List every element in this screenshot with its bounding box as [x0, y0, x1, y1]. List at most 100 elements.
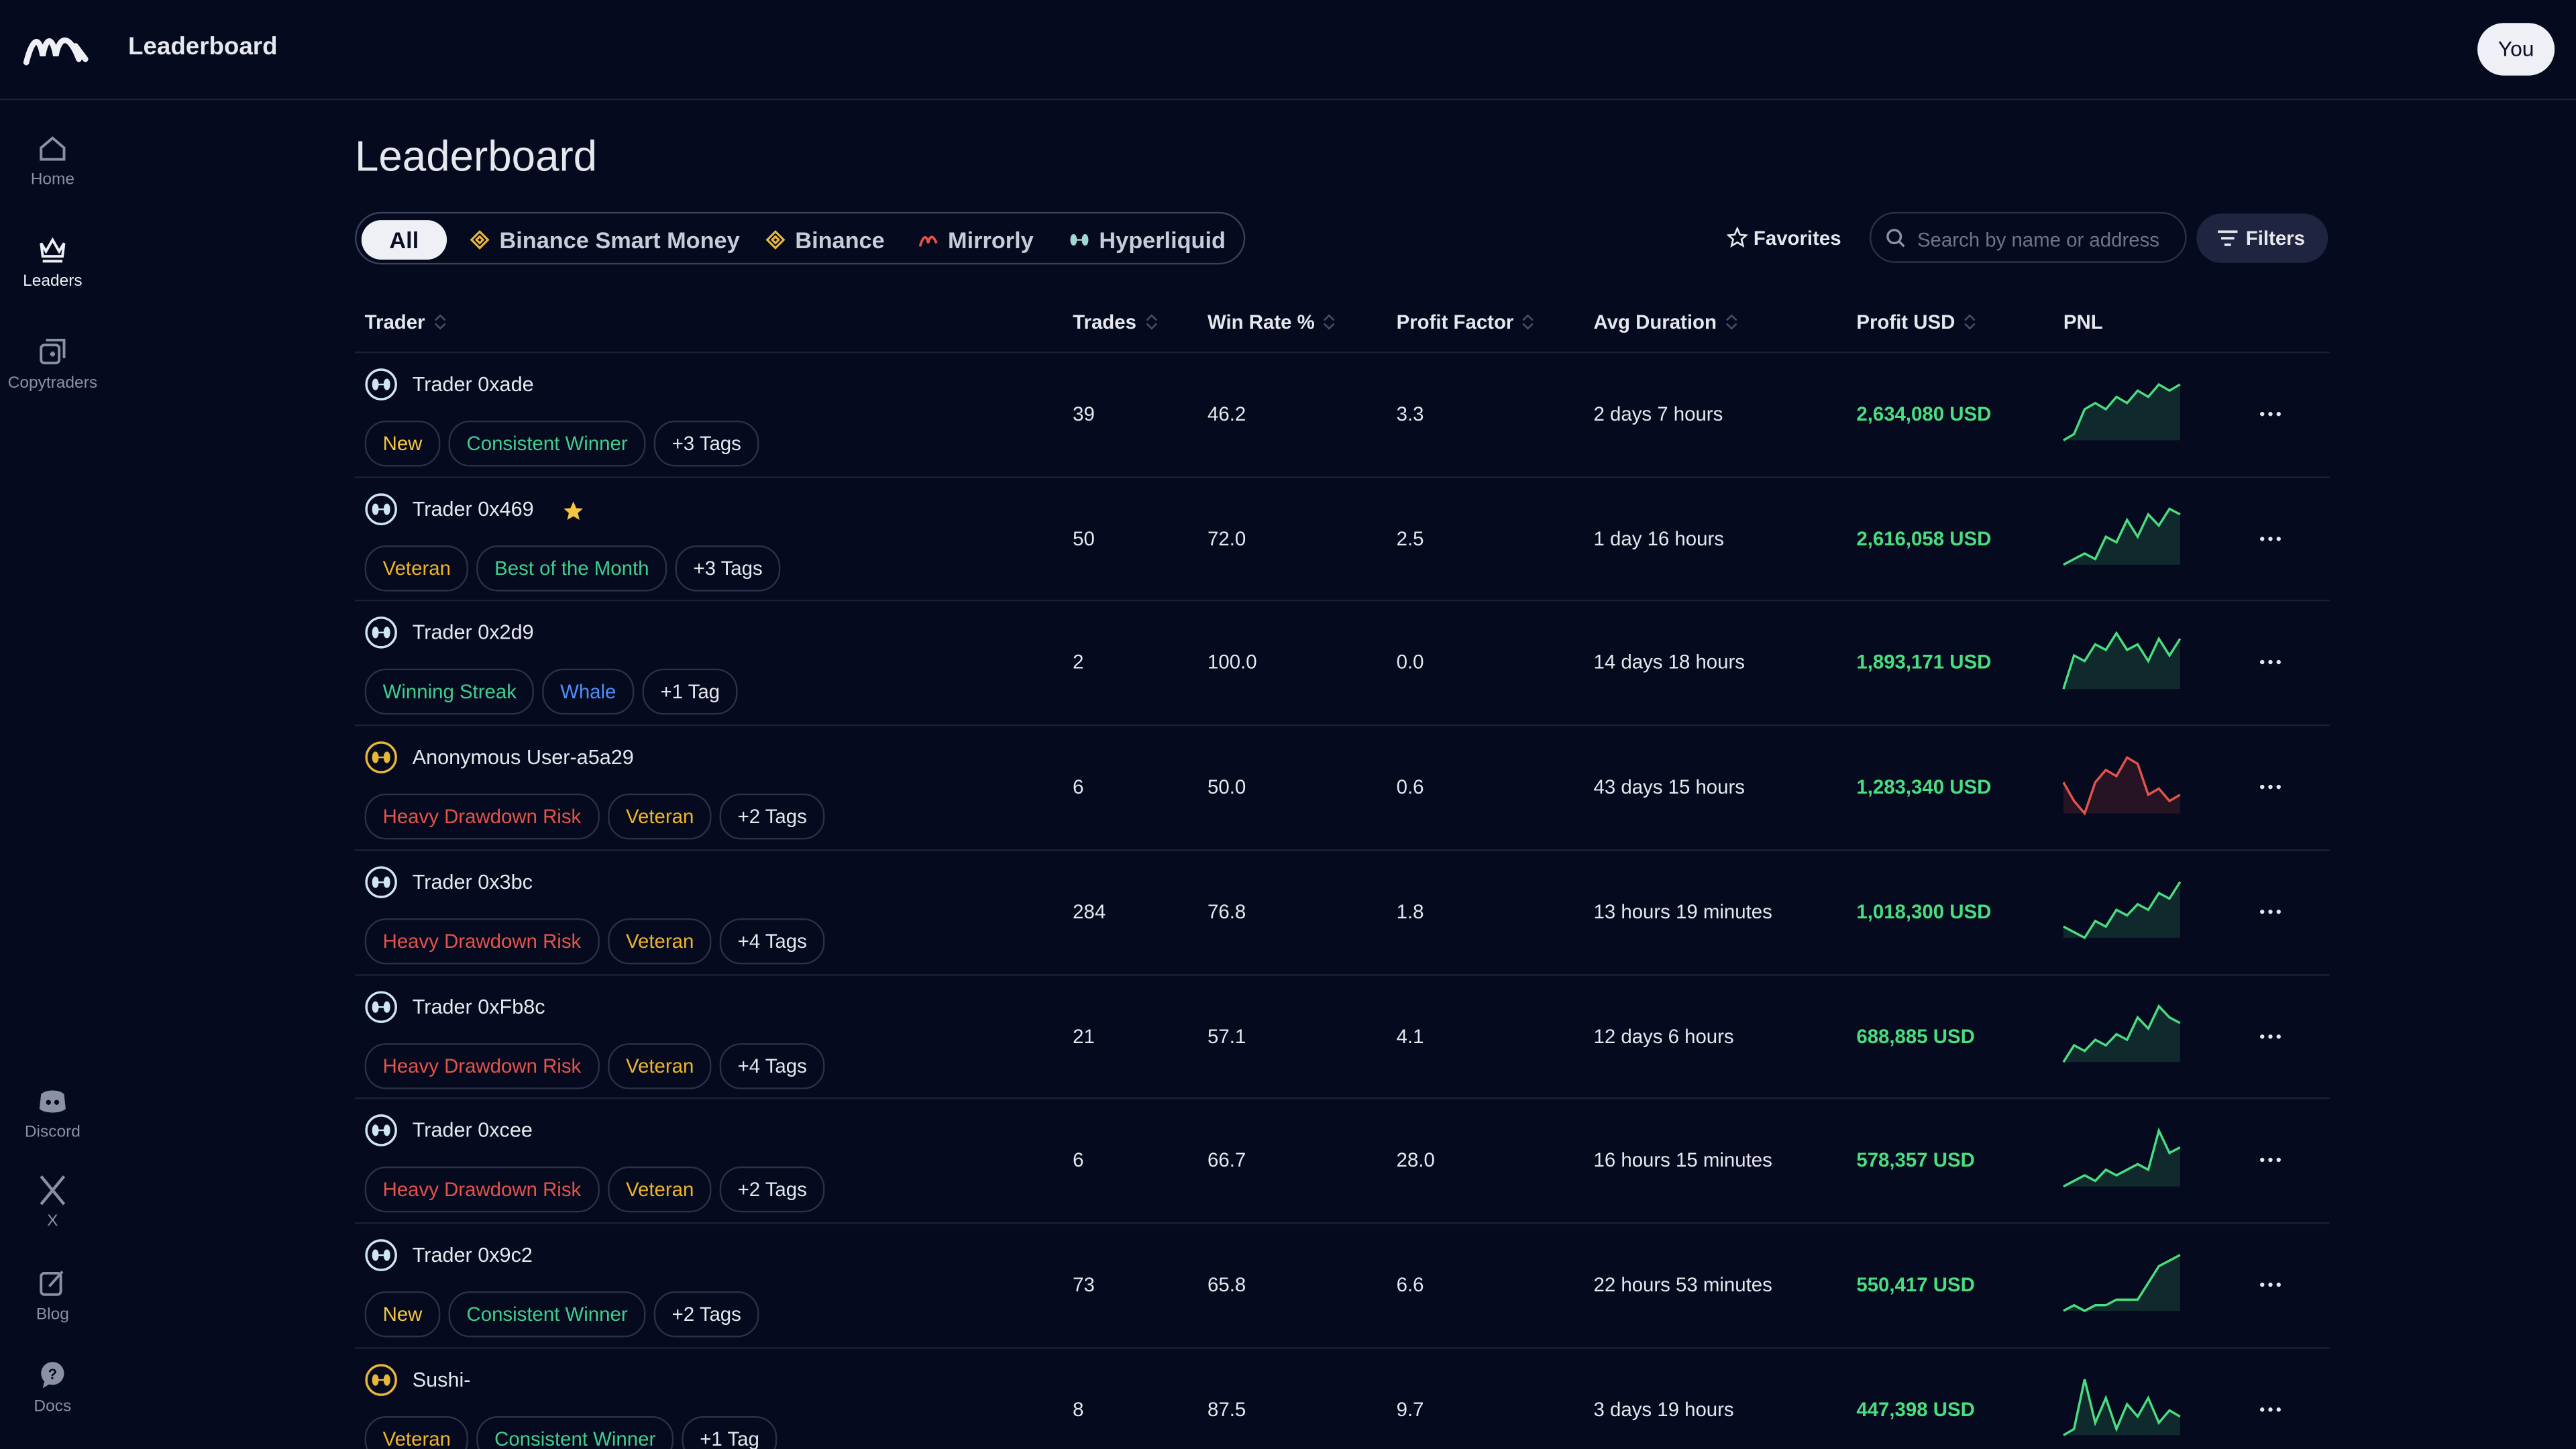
sidebar-item[interactable]: Leaders [0, 233, 105, 290]
tag: +4 Tags [719, 918, 825, 965]
filters-button[interactable]: Filters [2196, 213, 2328, 263]
tag: +4 Tags [719, 1042, 825, 1089]
sidebar-icon: ? [41, 1362, 64, 1389]
trader-name[interactable]: Anonymous User-a5a29 [412, 746, 634, 769]
profit-usd: 1,893,171 USD [1856, 651, 1992, 675]
profit-factor: 0.0 [1396, 651, 1424, 675]
row-menu[interactable] [2259, 659, 2282, 666]
tag: Whale [542, 669, 635, 716]
profit-usd: 1,283,340 USD [1856, 775, 1992, 799]
win-rate: 87.5 [1208, 1397, 1246, 1421]
source-tab[interactable]: All [361, 220, 447, 260]
trades: 21 [1073, 1024, 1095, 1048]
column-header[interactable]: Profit USD [1856, 311, 1976, 333]
tag-label: +2 Tags [737, 805, 807, 828]
column-label: Trader [364, 310, 425, 334]
sidebar-item[interactable]: Home [0, 131, 105, 189]
row-menu[interactable] [2259, 1157, 2282, 1164]
tag-label: +1 Tag [700, 1427, 759, 1449]
avg-duration: 1 day 16 hours [1593, 527, 1724, 550]
row-menu[interactable] [2259, 411, 2282, 417]
sidebar-item[interactable]: Discord [0, 1084, 105, 1142]
trader-avatar [365, 741, 397, 773]
row-menu[interactable] [2259, 535, 2282, 542]
trader-name[interactable]: Trader 0xFb8c [412, 994, 545, 1018]
top-bar: Leaderboard You [0, 0, 2576, 101]
column-header[interactable]: Trades [1073, 311, 1158, 333]
pnl-area [2063, 633, 2180, 690]
column-label: Profit USD [1856, 310, 1955, 334]
sidebar-item[interactable]: Copytraders [0, 335, 105, 392]
row-menu[interactable] [2259, 1281, 2282, 1288]
pnl-area [2063, 508, 2180, 565]
win-rate: 66.7 [1208, 1148, 1246, 1172]
column-header[interactable]: Avg Duration [1594, 311, 1738, 333]
profit-usd: 1,018,300 USD [1856, 900, 1992, 923]
user-button[interactable]: You [2477, 23, 2555, 76]
profit-factor: 0.6 [1396, 775, 1424, 799]
source-tab[interactable]: Mirrorly [918, 220, 1034, 260]
sidebar-item[interactable]: X [0, 1173, 105, 1230]
tag-label: Veteran [626, 929, 694, 953]
sidebar-icon [40, 1175, 66, 1205]
tag: Winning Streak [364, 669, 535, 716]
profit-factor: 28.0 [1396, 1148, 1435, 1172]
column-header[interactable]: Profit Factor [1397, 311, 1536, 333]
tag: Veteran [608, 794, 712, 840]
trader-name[interactable]: Trader 0xcee [412, 1119, 533, 1142]
sidebar-item[interactable]: ? Docs [0, 1358, 105, 1416]
tag-label: Best of the Month [494, 556, 649, 580]
pnl-line [2063, 1379, 2181, 1436]
trader-name[interactable]: Trader 0x3bc [412, 870, 533, 894]
pnl-line [2062, 631, 2182, 690]
tab-label: All [389, 226, 419, 254]
row-divider [354, 724, 2330, 727]
tag: Heavy Drawdown Risk [364, 1167, 600, 1213]
win-rate: 100.0 [1208, 651, 1257, 675]
trades: 8 [1073, 1397, 1084, 1421]
trader-avatar [365, 1114, 397, 1147]
sidebar-icon [40, 1271, 64, 1296]
profit-usd: 2,616,058 USD [1856, 527, 1992, 550]
sort-icon [1324, 314, 1336, 330]
trader-name[interactable]: Sushi- [412, 1368, 471, 1391]
trader-avatar [365, 1238, 397, 1271]
row-menu[interactable] [2259, 1032, 2282, 1039]
row-menu[interactable] [2259, 1405, 2282, 1412]
profit-factor: 3.3 [1396, 402, 1424, 426]
source-tab[interactable]: Binance Smart Money [470, 220, 740, 260]
search-box[interactable]: Search by name or address [1869, 211, 2187, 263]
tag-label: New [382, 432, 423, 455]
search-icon [1886, 229, 1905, 248]
tab-icon [470, 230, 490, 250]
tag: Consistent Winner [448, 1291, 646, 1338]
trader-name[interactable]: Trader 0x2d9 [412, 621, 534, 645]
trader-name[interactable]: Trader 0xade [412, 372, 534, 396]
page-title: Leaderboard [354, 131, 598, 181]
source-tab[interactable]: Hyperliquid [1069, 220, 1226, 260]
trader-avatar [365, 492, 397, 525]
avg-duration: 12 days 6 hours [1593, 1024, 1734, 1048]
row-menu[interactable] [2259, 784, 2282, 790]
tag: Veteran [364, 1415, 469, 1449]
win-rate: 72.0 [1208, 527, 1246, 550]
column-label: Win Rate % [1208, 310, 1315, 334]
tag: New [364, 1291, 441, 1338]
trader-name[interactable]: Trader 0x9c2 [412, 1243, 533, 1267]
trades: 6 [1073, 775, 1084, 799]
favorites-button[interactable]: Favorites [1726, 226, 1841, 250]
trader-name[interactable]: Trader 0x469 [412, 497, 534, 521]
source-tab[interactable]: Binance [765, 220, 885, 260]
tab-label: Mirrorly [948, 226, 1034, 254]
tab-label: Binance [795, 226, 885, 254]
favorites-label: Favorites [1753, 226, 1841, 250]
column-label: Avg Duration [1593, 310, 1717, 334]
column-header[interactable]: Trader [365, 311, 447, 333]
tag-label: Veteran [626, 805, 694, 828]
trades: 284 [1073, 900, 1106, 923]
column-header[interactable]: Win Rate % [1208, 311, 1336, 333]
row-menu[interactable] [2259, 908, 2282, 915]
sidebar-item[interactable]: Blog [0, 1267, 105, 1324]
row-divider [354, 1346, 2330, 1348]
